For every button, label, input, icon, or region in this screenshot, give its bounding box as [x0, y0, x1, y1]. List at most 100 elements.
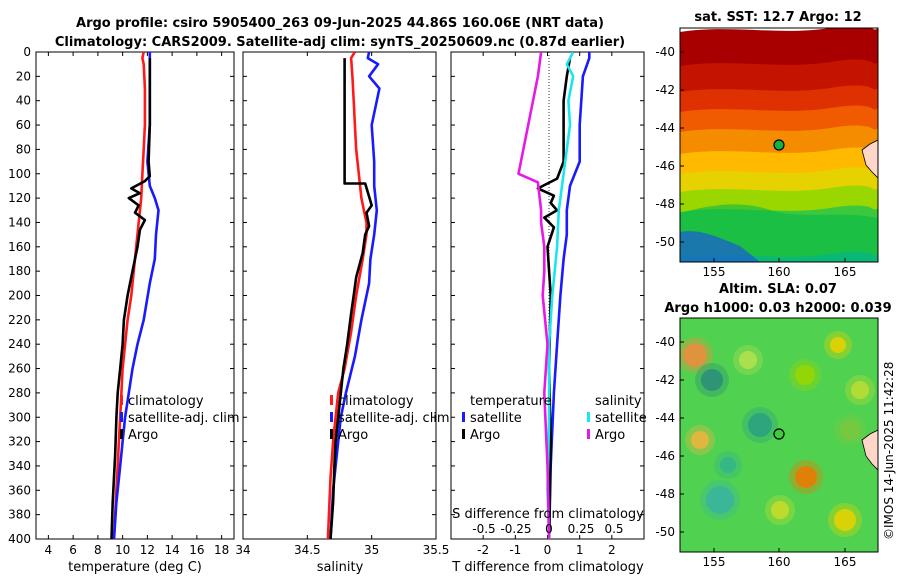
sla-anomaly: [691, 431, 709, 449]
map-y-tick-label: -50: [655, 235, 675, 249]
sla-anomaly: [683, 343, 707, 367]
legend-satellite-swatch: [120, 412, 123, 422]
sst-band: [680, 59, 878, 94]
x-tick-label: 4: [45, 543, 53, 557]
legend-satellite-swatch: [330, 412, 333, 422]
series-argo: [110, 58, 152, 539]
difference-lines: [517, 52, 591, 539]
figure-title-line1: Argo profile: csiro 5905400_263 09-Jun-2…: [76, 16, 604, 31]
sst-band: [680, 28, 878, 68]
s-difference-ticks: -0.5 -0.25 0 0.25 0.5: [472, 522, 623, 536]
sla-anomaly: [739, 351, 757, 369]
map-x-tick-label: 155: [703, 265, 726, 279]
series-temperature-satellite: [547, 52, 591, 539]
argo-location-marker: [773, 139, 785, 151]
sst-map: sat. SST: 12.7 Argo: 12 -40-42-44-46-48-…: [655, 10, 879, 279]
sla-anomaly: [701, 369, 723, 391]
depth-tick-label: 360: [8, 483, 31, 497]
map-y-tick-label: -46: [655, 449, 675, 463]
sla-map-title-line2: Argo h1000: 0.03 h2000: 0.039: [664, 301, 891, 316]
legend-climatology-swatch: [330, 395, 333, 405]
depth-tick-label: 80: [16, 142, 31, 156]
x-tick-label: 2: [608, 543, 616, 557]
legend-s-argo-swatch: [587, 429, 590, 439]
salinity-y-ticks: [243, 51, 436, 540]
difference-x-axis: -2 -1 0 1 2: [477, 52, 616, 557]
difference-y-ticks: [451, 51, 644, 540]
sla-anomaly: [706, 486, 734, 514]
map-y-tick-label: -42: [655, 83, 675, 97]
s-diff-tick: 0.25: [568, 522, 595, 536]
map-y-tick-label: -50: [655, 525, 675, 539]
legend-satellite-label: satellite-adj. clim: [128, 411, 240, 426]
temperature-axes: [35, 51, 235, 540]
legend-t-argo-swatch: [462, 429, 465, 439]
series-satellite-adj-clim: [329, 52, 381, 539]
sst-cool-patch: [680, 231, 760, 262]
temperature-x-axis: 4 6 8 10 12 14 16 18: [45, 52, 229, 557]
series-climatology: [326, 52, 368, 539]
series-salinity-argo: [517, 52, 551, 539]
sst-band: [680, 85, 878, 114]
sst-band: [680, 105, 878, 134]
sla-map-axes: -40 -42 -44 -46 -48 -50 155 160 165: [655, 335, 856, 569]
legend-argo-label: Argo: [128, 428, 158, 443]
sla-anomaly: [795, 466, 817, 488]
map-y-tick-label: -46: [655, 159, 675, 173]
map-y-tick-label: -44: [655, 121, 675, 135]
x-tick-label: 1: [576, 543, 584, 557]
sla-anomalies: [680, 331, 875, 537]
x-tick-label: 35: [364, 543, 379, 557]
sst-map-title: sat. SST: 12.7 Argo: 12: [694, 10, 861, 25]
legend-climatology-swatch: [120, 395, 123, 405]
s-diff-tick: -0.25: [500, 522, 531, 536]
depth-tick-label: 140: [8, 215, 31, 229]
legend-argo-swatch: [330, 429, 333, 439]
x-tick-label: 16: [189, 543, 204, 557]
s-diff-tick: -0.5: [472, 522, 495, 536]
sla-map-title-line1: Altim. SLA: 0.07: [719, 282, 837, 297]
x-tick-label: 6: [69, 543, 77, 557]
sla-anomaly: [748, 413, 772, 437]
x-tick-label: -1: [509, 543, 521, 557]
salinity-legend: climatology satellite-adj. clim Argo: [330, 394, 450, 443]
depth-tick-label: 20: [16, 69, 31, 83]
depth-tick-label: 60: [16, 118, 31, 132]
salinity-x-axis: 34 34.5 35 35.5: [235, 52, 449, 557]
depth-tick-label: 380: [8, 508, 31, 522]
sst-band: [680, 147, 878, 176]
legend-salinity-heading: salinity: [595, 394, 642, 409]
sla-anomaly: [795, 365, 815, 385]
map-y-tick-label: -40: [655, 45, 675, 59]
sla-anomaly: [851, 381, 869, 399]
legend-t-argo-label: Argo: [470, 428, 500, 443]
depth-tick-label: 400: [8, 532, 31, 546]
map-y-tick-label: -40: [655, 335, 675, 349]
legend-s-argo-label: Argo: [595, 428, 625, 443]
t-difference-xlabel: T difference from climatology: [451, 560, 644, 575]
legend-satellite-label: satellite-adj. clim: [338, 411, 450, 426]
x-tick-label: 14: [164, 543, 179, 557]
argo-location-marker: [773, 428, 785, 440]
depth-tick-label: 280: [8, 386, 31, 400]
sla-anomaly: [830, 337, 846, 353]
map-x-tick-label: 160: [768, 265, 791, 279]
salinity-panel: 34 34.5 35 35.5 salinity climatology satell…: [235, 51, 450, 575]
legend-s-satellite-label: satellite: [595, 411, 647, 426]
depth-tick-label: 260: [8, 362, 31, 376]
map-x-tick-label: 155: [703, 555, 726, 569]
map-x-tick-label: 165: [834, 265, 857, 279]
x-tick-label: 34.5: [294, 543, 321, 557]
sla-coastline: [861, 429, 878, 471]
depth-tick-label: 220: [8, 313, 31, 327]
x-tick-label: 34: [235, 543, 250, 557]
x-tick-label: 18: [214, 543, 229, 557]
s-diff-tick: 0.5: [604, 522, 623, 536]
difference-panel: -2 -1 0 1 2 T difference from climatology S …: [450, 51, 647, 575]
depth-tick-label: 200: [8, 289, 31, 303]
sla-anomaly: [840, 420, 860, 440]
salinity-lines: [326, 52, 381, 539]
sst-band: [680, 167, 878, 194]
temperature-panel: 0 20 40 60 80 100 120 140 160 180 200 220 240 260 280 3…: [8, 45, 240, 575]
legend-s-satellite-swatch: [587, 412, 590, 422]
